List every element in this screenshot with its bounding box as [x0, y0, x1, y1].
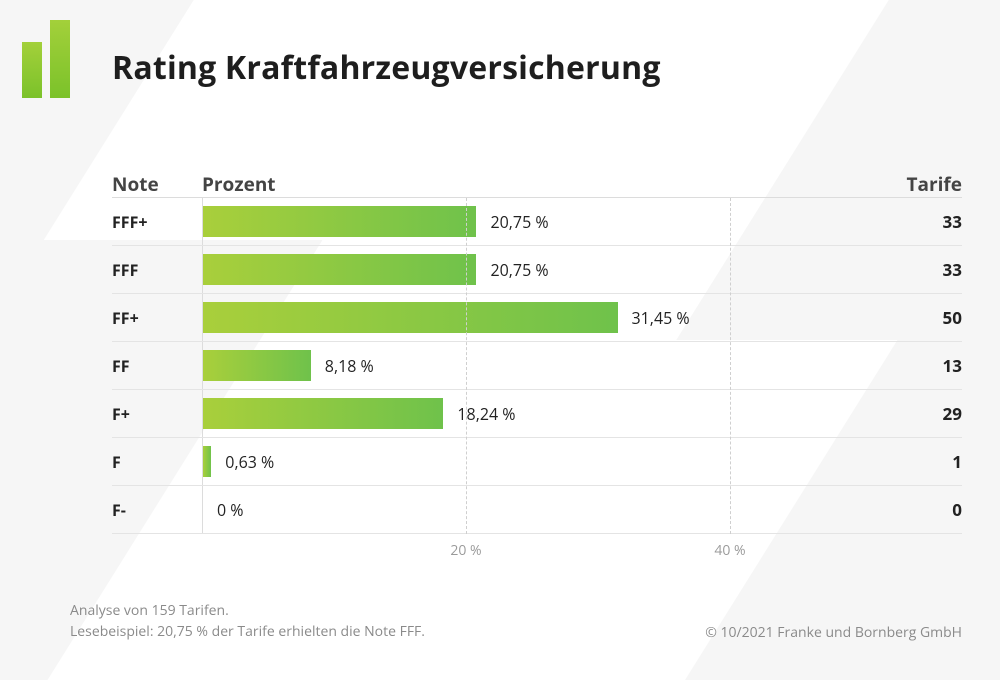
bar-cell: 20,75 % — [202, 246, 862, 293]
bar — [203, 446, 211, 477]
table-header: Note Prozent Tarife — [112, 160, 962, 198]
percent-label: 31,45 % — [632, 307, 690, 329]
percent-label: 8,18 % — [325, 355, 374, 377]
gridline — [730, 198, 731, 534]
table-row: F- 0 % 0 — [112, 486, 962, 534]
tarife-cell: 33 — [862, 258, 962, 281]
tarife-cell: 13 — [862, 354, 962, 377]
note-cell: F- — [112, 499, 202, 521]
note-cell: FF — [112, 355, 202, 377]
header-note: Note — [112, 171, 202, 197]
header-prozent: Prozent — [202, 171, 862, 197]
percent-label: 0 % — [217, 499, 244, 521]
bar-cell: 0 % — [202, 486, 862, 533]
page-title: Rating Kraftfahrzeugversicherung — [112, 46, 661, 89]
tarife-cell: 50 — [862, 306, 962, 329]
bar-cell: 20,75 % — [202, 198, 862, 245]
tarife-cell: 29 — [862, 402, 962, 425]
note-cell: FF+ — [112, 307, 202, 329]
bar-cell: 8,18 % — [202, 342, 862, 389]
table-row: FFF+ 20,75 % 33 — [112, 198, 962, 246]
bar-cell: 0,63 % — [202, 438, 862, 485]
tarife-cell: 1 — [862, 450, 962, 473]
footer-note: Analyse von 159 Tarifen. Lesebeispiel: 2… — [70, 600, 425, 642]
percent-label: 0,63 % — [225, 451, 274, 473]
footer-copyright: © 10/2021 Franke und Bornberg GmbH — [705, 623, 962, 642]
percent-label: 20,75 % — [490, 259, 548, 281]
table-body: FFF+20,75 %33FFF20,75 %33FF+31,45 %50FF8… — [112, 198, 962, 534]
bar — [203, 350, 311, 381]
bar — [203, 254, 476, 285]
bar-cell: 31,45 % — [202, 294, 862, 341]
chart-canvas: Rating Kraftfahrzeugversicherung Note Pr… — [0, 0, 1000, 680]
tarife-cell: 33 — [862, 210, 962, 233]
note-cell: FFF — [112, 259, 202, 281]
bar — [203, 398, 443, 429]
gridline-label: 20 % — [450, 541, 481, 560]
gridline-label: 40 % — [714, 541, 745, 560]
percent-label: 20,75 % — [490, 211, 548, 233]
note-cell: F — [112, 451, 202, 473]
table-row: FF+ 31,45 % 50 — [112, 294, 962, 342]
note-cell: F+ — [112, 403, 202, 425]
gridline — [466, 198, 467, 534]
bar-cell: 18,24 % — [202, 390, 862, 437]
bar — [203, 302, 618, 333]
rating-chart: Note Prozent Tarife FFF+20,75 %33FFF20,7… — [112, 160, 962, 580]
table-row: FFF 20,75 % 33 — [112, 246, 962, 294]
tarife-cell: 0 — [862, 498, 962, 521]
header-tarife: Tarife — [862, 171, 962, 197]
table-row: F 0,63 % 1 — [112, 438, 962, 486]
table-row: FF 8,18 % 13 — [112, 342, 962, 390]
note-cell: FFF+ — [112, 211, 202, 233]
table-row: F+18,24 %29 — [112, 390, 962, 438]
bar — [203, 206, 476, 237]
